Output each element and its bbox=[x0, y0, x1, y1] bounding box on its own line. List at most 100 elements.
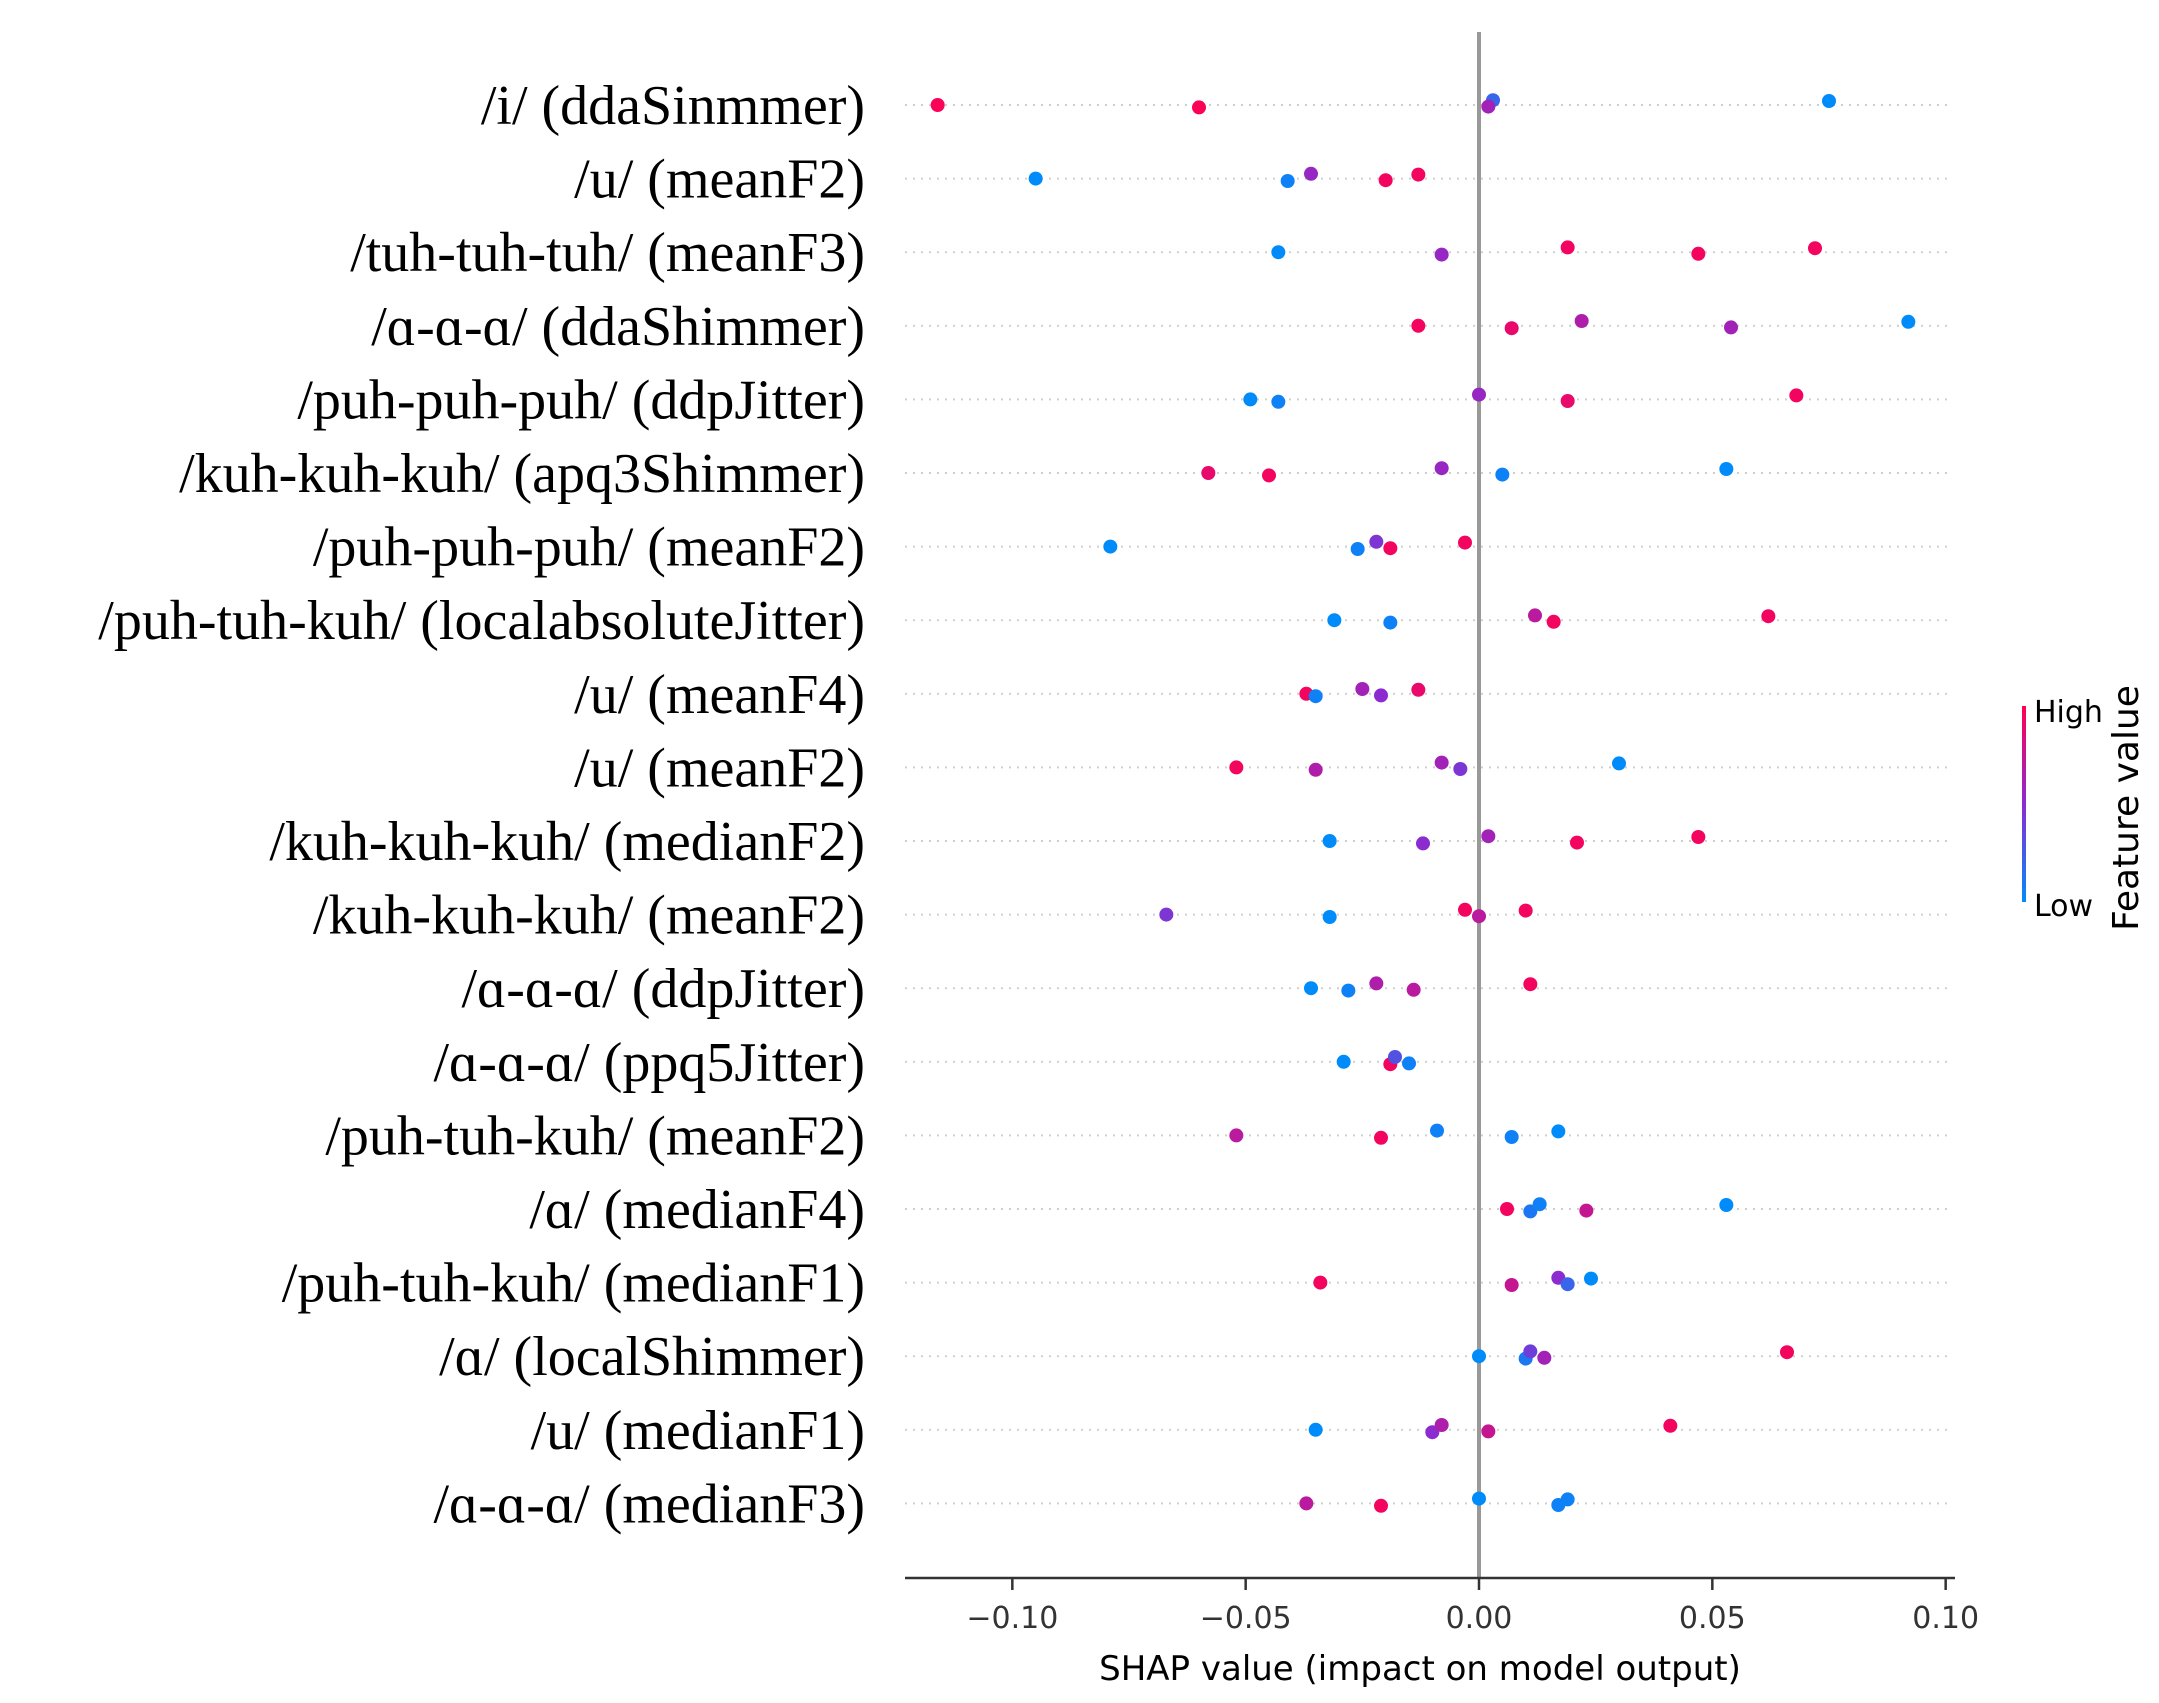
feature-label: /ɑ/ (localShimmer) bbox=[439, 1326, 865, 1388]
colorbar-low-label: Low bbox=[2034, 889, 2093, 924]
shap-point bbox=[1724, 320, 1738, 335]
shap-point bbox=[1355, 682, 1370, 696]
shap-point bbox=[1537, 1350, 1552, 1365]
shap-point bbox=[1574, 314, 1589, 328]
shap-point bbox=[1500, 1202, 1514, 1216]
shap-point bbox=[1808, 241, 1822, 256]
shap-point bbox=[1280, 174, 1295, 188]
shap-point bbox=[1383, 615, 1398, 630]
shap-point bbox=[1341, 983, 1356, 998]
row-guide-lines bbox=[905, 104, 1950, 1505]
shap-point bbox=[1327, 613, 1342, 628]
feature-label: /puh-tuh-kuh/ (medianF1) bbox=[282, 1253, 865, 1315]
shap-point bbox=[1304, 166, 1318, 181]
shap-point bbox=[1612, 756, 1626, 771]
shap-point bbox=[1822, 94, 1836, 108]
shap-point bbox=[1481, 1424, 1496, 1439]
shap-point bbox=[1523, 1344, 1538, 1359]
shap-points bbox=[930, 93, 1916, 1513]
x-tick-label: 0.10 bbox=[1912, 1601, 1979, 1636]
shap-point bbox=[1383, 541, 1398, 556]
shap-point bbox=[1378, 173, 1393, 188]
shap-point bbox=[1789, 388, 1804, 403]
feature-label: /kuh-kuh-kuh/ (apq3Shimmer) bbox=[179, 443, 865, 505]
feature-label: /tuh-tuh-tuh/ (meanF3) bbox=[350, 222, 865, 284]
feature-label: /u/ (medianF1) bbox=[531, 1400, 865, 1462]
feature-label: /ɑ-ɑ-ɑ/ (ppq5Jitter) bbox=[433, 1032, 865, 1094]
shap-point bbox=[1402, 1056, 1416, 1071]
shap-point bbox=[1308, 689, 1323, 704]
shap-point bbox=[1374, 1130, 1388, 1145]
feature-label: /u/ (meanF2) bbox=[574, 149, 865, 211]
shap-point bbox=[1691, 830, 1706, 844]
shap-point bbox=[1388, 1050, 1402, 1064]
shap-point bbox=[1551, 1124, 1566, 1139]
shap-point bbox=[1691, 246, 1706, 261]
shap-point bbox=[1411, 682, 1426, 697]
shap-point bbox=[1308, 762, 1323, 777]
shap-point bbox=[1546, 614, 1561, 629]
shap-point bbox=[1229, 760, 1244, 775]
colorbar: High Low Feature value bbox=[2022, 685, 2147, 931]
shap-point bbox=[1416, 836, 1430, 851]
shap-point bbox=[1229, 1128, 1244, 1143]
shap-point bbox=[1523, 977, 1538, 992]
shap-point bbox=[1411, 318, 1426, 333]
shap-point bbox=[1304, 981, 1318, 996]
shap-point bbox=[1504, 1278, 1519, 1292]
shap-point bbox=[1584, 1271, 1598, 1286]
shap-point bbox=[1560, 394, 1575, 408]
feature-label: /u/ (meanF2) bbox=[574, 737, 865, 799]
feature-labels: /i/ (ddaSinmmer) /u/ (meanF2) /tuh-tuh-tuh… bbox=[98, 75, 865, 1535]
shap-point bbox=[1350, 542, 1365, 556]
shap-point bbox=[1719, 462, 1734, 476]
shap-point bbox=[930, 98, 945, 112]
shap-point bbox=[1262, 468, 1276, 483]
shap-point bbox=[1374, 688, 1388, 703]
x-tick-label: −0.05 bbox=[1200, 1601, 1292, 1636]
shap-point bbox=[1406, 982, 1421, 997]
shap-point bbox=[1663, 1418, 1678, 1433]
shap-point bbox=[1458, 535, 1472, 550]
shap-point bbox=[1243, 392, 1258, 407]
shap-point bbox=[1308, 1422, 1323, 1437]
feature-label: /puh-puh-puh/ (ddpJitter) bbox=[297, 369, 865, 431]
shap-point bbox=[1504, 321, 1519, 336]
shap-point bbox=[1411, 167, 1426, 182]
x-tick-label: 0.00 bbox=[1446, 1601, 1513, 1636]
shap-point bbox=[1472, 1491, 1486, 1506]
shap-point bbox=[1192, 100, 1206, 115]
colorbar-title: Feature value bbox=[2106, 685, 2147, 931]
shap-point bbox=[1103, 539, 1118, 554]
shap-point bbox=[1495, 467, 1510, 482]
x-axis-title: SHAP value (impact on model output) bbox=[1099, 1649, 1741, 1689]
feature-label: /ɑ-ɑ-ɑ/ (medianF3) bbox=[433, 1473, 865, 1535]
shap-point bbox=[1453, 762, 1468, 776]
feature-label: /kuh-kuh-kuh/ (meanF2) bbox=[313, 885, 865, 947]
shap-point bbox=[1299, 1496, 1314, 1511]
shap-point bbox=[1518, 903, 1533, 918]
feature-label: /puh-tuh-kuh/ (localabsoluteJitter) bbox=[98, 590, 865, 652]
shap-point bbox=[1369, 534, 1384, 549]
shap-point bbox=[1504, 1130, 1519, 1144]
feature-label: /ɑ/ (medianF4) bbox=[529, 1179, 865, 1241]
shap-point bbox=[1901, 314, 1916, 329]
shap-point bbox=[1481, 99, 1496, 114]
shap-point bbox=[1458, 902, 1472, 917]
shap-point bbox=[1481, 829, 1496, 844]
shap-point bbox=[1472, 387, 1486, 402]
shap-point bbox=[1271, 394, 1286, 409]
shap-point bbox=[1434, 1418, 1449, 1432]
shap-point bbox=[1579, 1203, 1594, 1218]
shap-point bbox=[1201, 466, 1216, 480]
feature-label: /puh-puh-puh/ (meanF2) bbox=[313, 517, 865, 579]
colorbar-gradient bbox=[2022, 706, 2026, 902]
feature-label: /puh-tuh-kuh/ (meanF2) bbox=[325, 1105, 865, 1167]
shap-point bbox=[1430, 1123, 1444, 1138]
shap-point bbox=[1434, 247, 1449, 262]
shap-point bbox=[1336, 1054, 1351, 1069]
feature-label: /i/ (ddaSinmmer) bbox=[481, 75, 865, 137]
shap-point bbox=[1780, 1345, 1794, 1360]
feature-label: /kuh-kuh-kuh/ (medianF2) bbox=[269, 811, 865, 873]
shap-point bbox=[1472, 909, 1486, 924]
